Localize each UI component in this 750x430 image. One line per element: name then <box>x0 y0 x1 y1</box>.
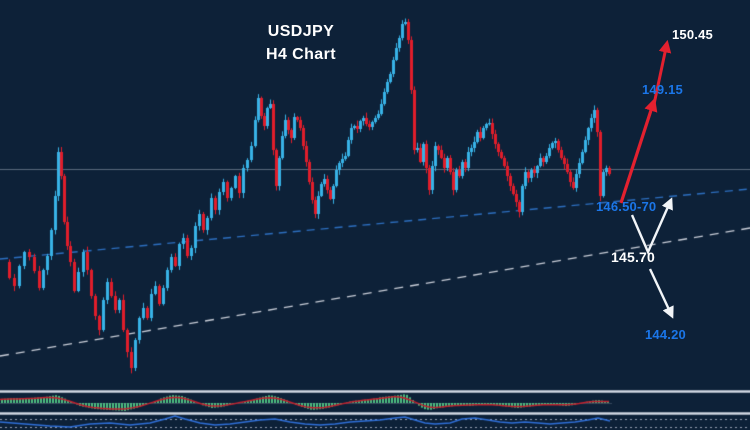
symbol-label: USDJPY <box>267 23 335 40</box>
timeframe-label: H4 Chart <box>266 46 336 63</box>
price-label-trendline-support: 145.70 <box>611 249 656 265</box>
pullback-bounce-arrow <box>630 197 673 255</box>
price-label-support-zone: 146.50-70 <box>596 199 657 214</box>
bullish-arrow-lower <box>619 97 658 204</box>
price-label-downside-target: 144.20 <box>645 327 686 342</box>
chart-title: USDJPY H4 Chart <box>236 20 366 66</box>
price-label-mid-target: 149.15 <box>642 82 683 97</box>
price-label-upper-target: 150.45 <box>672 27 713 42</box>
bullish-arrow-upper <box>651 39 672 110</box>
bearish-breakdown-arrow <box>648 268 674 319</box>
